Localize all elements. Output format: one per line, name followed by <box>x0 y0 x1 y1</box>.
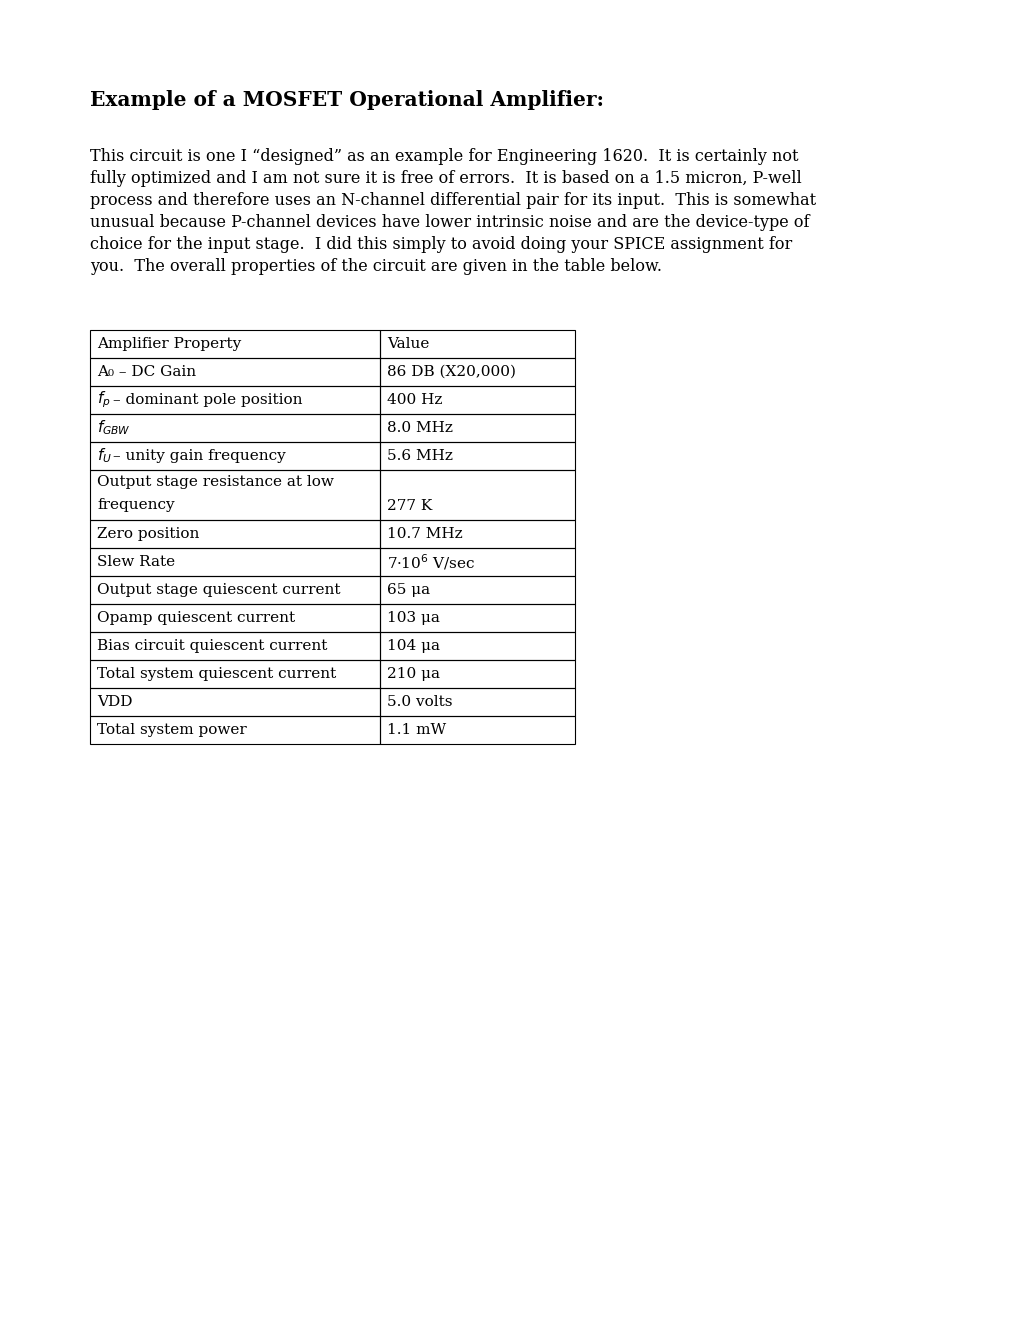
Bar <box>90 632 380 660</box>
Text: Zero position: Zero position <box>97 527 199 541</box>
Bar <box>380 470 575 520</box>
Text: Bias circuit quiescent current: Bias circuit quiescent current <box>97 639 327 653</box>
Text: frequency: frequency <box>97 498 174 512</box>
Bar <box>90 605 380 632</box>
Bar <box>380 715 575 744</box>
Text: $f_U$: $f_U$ <box>97 446 112 466</box>
Bar <box>90 520 380 548</box>
Bar <box>380 660 575 688</box>
Text: 400 Hz: 400 Hz <box>386 393 442 407</box>
Text: $f_p$: $f_p$ <box>97 389 110 411</box>
Bar <box>90 442 380 470</box>
Bar <box>380 605 575 632</box>
Bar <box>380 576 575 605</box>
Bar <box>90 358 380 385</box>
Text: 5.0 volts: 5.0 volts <box>386 696 452 709</box>
Text: Example of a MOSFET Operational Amplifier:: Example of a MOSFET Operational Amplifie… <box>90 90 603 110</box>
Bar <box>380 520 575 548</box>
Text: A₀ – DC Gain: A₀ – DC Gain <box>97 366 196 379</box>
Text: Slew Rate: Slew Rate <box>97 554 175 569</box>
Text: 7·10$^6$ V/sec: 7·10$^6$ V/sec <box>386 552 475 572</box>
Text: VDD: VDD <box>97 696 132 709</box>
Text: choice for the input stage.  I did this simply to avoid doing your SPICE assignm: choice for the input stage. I did this s… <box>90 236 792 253</box>
Text: 277 K: 277 K <box>386 499 432 513</box>
Text: 10.7 MHz: 10.7 MHz <box>386 527 463 541</box>
Text: you.  The overall properties of the circuit are given in the table below.: you. The overall properties of the circu… <box>90 257 661 275</box>
Text: process and therefore uses an N-channel differential pair for its input.  This i: process and therefore uses an N-channel … <box>90 191 815 209</box>
Text: Total system quiescent current: Total system quiescent current <box>97 667 336 681</box>
Text: – unity gain frequency: – unity gain frequency <box>113 449 285 463</box>
Bar <box>90 414 380 442</box>
Bar <box>380 632 575 660</box>
Bar <box>380 385 575 414</box>
Text: fully optimized and I am not sure it is free of errors.  It is based on a 1.5 mi: fully optimized and I am not sure it is … <box>90 170 801 187</box>
Text: 86 DB (X20,000): 86 DB (X20,000) <box>386 366 516 379</box>
Text: – dominant pole position: – dominant pole position <box>113 393 303 407</box>
Text: 65 μa: 65 μa <box>386 583 430 597</box>
Bar <box>90 330 380 358</box>
Text: This circuit is one I “designed” as an example for Engineering 1620.  It is cert: This circuit is one I “designed” as an e… <box>90 148 798 165</box>
Bar <box>380 330 575 358</box>
Bar <box>380 414 575 442</box>
Text: 8.0 MHz: 8.0 MHz <box>386 421 452 436</box>
Bar <box>90 470 380 520</box>
Text: Total system power: Total system power <box>97 723 247 737</box>
Text: $f_{GBW}$: $f_{GBW}$ <box>97 418 130 437</box>
Text: Value: Value <box>386 337 429 351</box>
Bar <box>380 442 575 470</box>
Bar <box>90 715 380 744</box>
Text: 103 μa: 103 μa <box>386 611 439 624</box>
Text: Output stage quiescent current: Output stage quiescent current <box>97 583 340 597</box>
Bar <box>90 548 380 576</box>
Bar <box>90 385 380 414</box>
Bar <box>380 688 575 715</box>
Bar <box>380 358 575 385</box>
Text: Opamp quiescent current: Opamp quiescent current <box>97 611 294 624</box>
Bar <box>90 688 380 715</box>
Bar <box>90 660 380 688</box>
Bar <box>90 576 380 605</box>
Text: 5.6 MHz: 5.6 MHz <box>386 449 452 463</box>
Text: 210 μa: 210 μa <box>386 667 439 681</box>
Text: 104 μa: 104 μa <box>386 639 439 653</box>
Text: Amplifier Property: Amplifier Property <box>97 337 242 351</box>
Text: unusual because P-channel devices have lower intrinsic noise and are the device-: unusual because P-channel devices have l… <box>90 214 809 231</box>
Bar <box>380 548 575 576</box>
Text: Output stage resistance at low: Output stage resistance at low <box>97 475 333 488</box>
Text: 1.1 mW: 1.1 mW <box>386 723 445 737</box>
